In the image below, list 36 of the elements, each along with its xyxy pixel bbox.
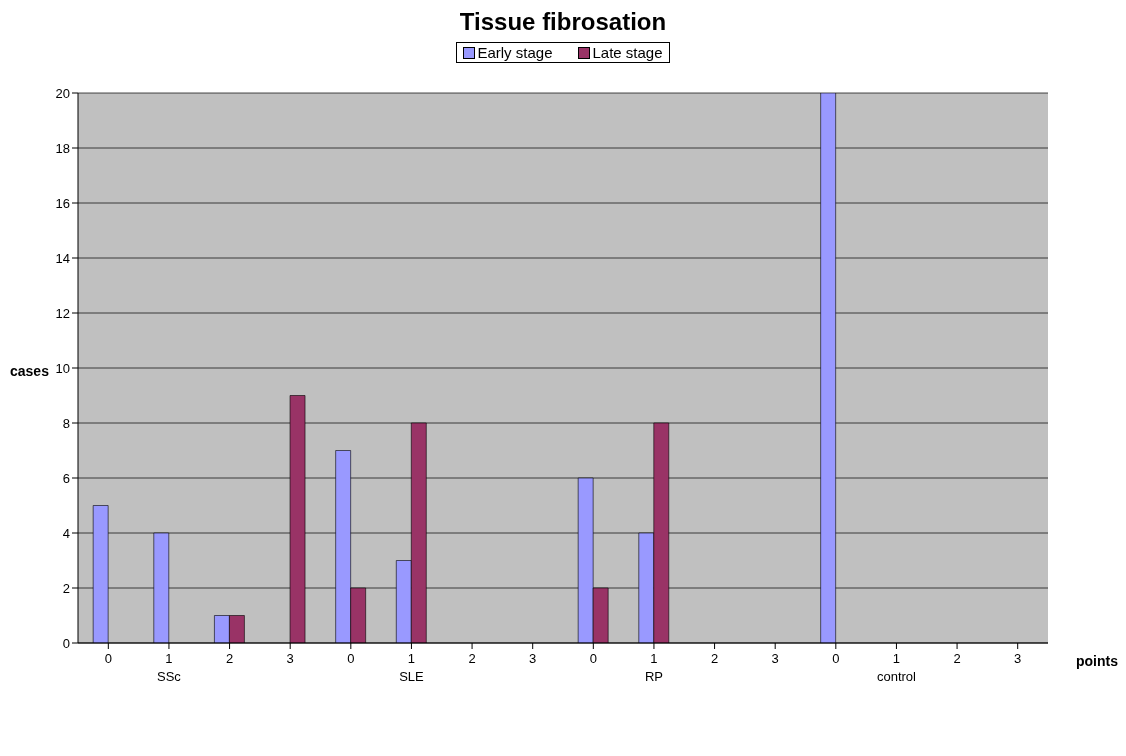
x-tick-label: 2	[953, 651, 961, 666]
x-tick-label: 2	[710, 651, 719, 666]
x-tick-label: 1	[892, 651, 901, 666]
x-tick-label: 0	[347, 651, 355, 666]
y-tick-label: 6	[62, 470, 70, 486]
y-tick-label: 14	[55, 250, 70, 266]
x-tick-label: 0	[589, 651, 597, 666]
text: SLE	[399, 669, 425, 684]
x-tick-label: 1	[650, 651, 658, 666]
x-axis-title: points	[1076, 653, 1118, 669]
y-tick-label: 8	[62, 415, 70, 431]
x-tick-label: 0	[104, 651, 112, 666]
y-tick-label: 10	[55, 360, 70, 376]
text: SSc	[157, 669, 182, 684]
x-tick-label: 2	[468, 651, 476, 666]
legend-label: Early stage	[476, 44, 553, 61]
y-axis-title: cases	[10, 363, 49, 379]
x-tick-label: 1	[165, 651, 173, 666]
y-tick-label: 16	[55, 195, 70, 211]
chart-title: Tissue fibrosation	[458, 8, 668, 36]
y-tick-label: 0	[62, 635, 70, 651]
y-tick-label: 4	[62, 525, 70, 541]
x-tick-label: 3	[529, 651, 537, 666]
x-tick-label: 2	[225, 651, 234, 666]
y-tick-label: 20	[55, 85, 70, 101]
y-tick-label: 2	[62, 580, 70, 596]
text: control	[876, 669, 917, 684]
x-tick-label: 3	[286, 651, 294, 666]
x-tick-label: 1	[407, 651, 416, 666]
x-tick-label: 3	[771, 651, 779, 666]
text: RP	[644, 669, 663, 684]
legend-label: Late stage	[591, 44, 663, 61]
y-tick-label: 12	[55, 305, 70, 321]
y-tick-label: 18	[55, 140, 70, 156]
x-tick-label: 3	[1014, 651, 1022, 666]
x-tick-label: 0	[832, 651, 840, 666]
